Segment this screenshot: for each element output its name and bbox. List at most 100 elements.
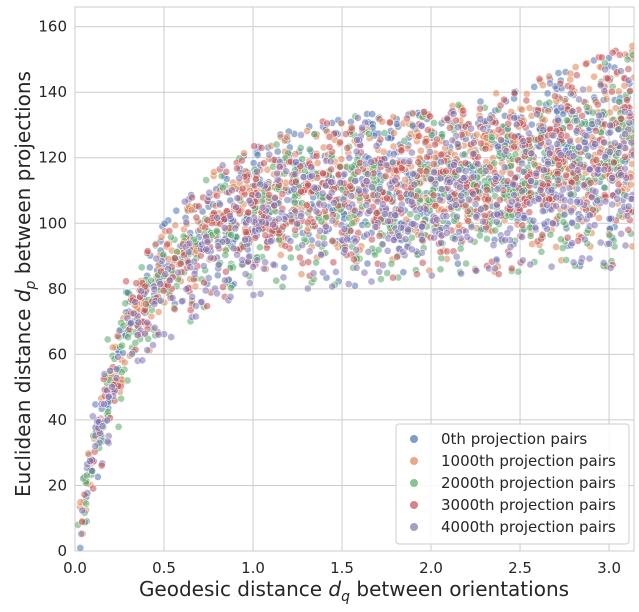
- data-point: [485, 114, 494, 123]
- data-point: [584, 151, 593, 160]
- legend-marker: [410, 501, 418, 509]
- data-point: [444, 193, 453, 201]
- data-point: [364, 129, 373, 138]
- data-point: [121, 299, 130, 308]
- data-point: [150, 285, 159, 294]
- data-point: [572, 71, 581, 80]
- data-point: [500, 95, 508, 104]
- data-point: [491, 264, 499, 273]
- data-point: [430, 233, 438, 242]
- data-point: [462, 259, 470, 268]
- data-point: [595, 111, 603, 120]
- data-point: [507, 197, 516, 206]
- data-point: [473, 160, 482, 168]
- data-point: [251, 174, 260, 183]
- data-point: [586, 178, 595, 187]
- data-point: [182, 285, 191, 294]
- data-point: [166, 276, 174, 285]
- data-point: [188, 193, 196, 202]
- data-point: [228, 186, 236, 195]
- data-point: [340, 170, 349, 179]
- data-point: [579, 181, 588, 190]
- data-point: [594, 100, 602, 109]
- x-tick-labels: 0.0 0.5 1.0 1.5 2.0 2.5 3.0: [63, 559, 621, 577]
- data-point: [544, 107, 553, 115]
- legend-box: [395, 423, 630, 545]
- data-point: [629, 51, 634, 59]
- data-point: [251, 233, 260, 242]
- data-point: [518, 256, 527, 265]
- y-tick-labels: 0 20 40 60 80 100 120 140 160: [38, 18, 67, 560]
- data-point: [108, 343, 117, 352]
- data-point: [327, 188, 336, 197]
- data-point: [436, 238, 445, 247]
- data-point: [433, 215, 441, 224]
- data-point: [351, 177, 359, 185]
- data-point: [156, 296, 165, 305]
- data-point: [165, 227, 174, 235]
- data-point: [128, 349, 136, 358]
- data-point: [552, 201, 560, 210]
- data-point: [502, 146, 511, 155]
- data-point: [455, 227, 464, 236]
- data-point: [401, 175, 409, 184]
- data-point: [347, 123, 356, 132]
- data-point: [479, 217, 487, 226]
- data-point: [626, 180, 634, 189]
- data-point: [442, 139, 450, 147]
- data-point: [476, 115, 485, 123]
- data-point: [332, 267, 340, 276]
- data-point: [573, 166, 582, 175]
- data-point: [327, 165, 336, 174]
- data-point: [214, 260, 223, 269]
- data-point: [402, 114, 411, 123]
- data-point: [320, 239, 329, 248]
- data-point: [410, 180, 419, 189]
- data-point: [581, 144, 590, 153]
- data-point: [150, 300, 159, 308]
- data-point: [596, 81, 605, 90]
- data-point: [566, 123, 574, 131]
- data-point: [579, 85, 587, 94]
- y-tick-label: 120: [38, 149, 67, 167]
- data-point: [312, 152, 321, 160]
- data-point: [585, 211, 594, 220]
- data-point: [329, 258, 338, 267]
- data-point: [514, 210, 522, 219]
- data-point: [254, 191, 262, 200]
- data-point: [436, 265, 445, 274]
- data-point: [89, 484, 98, 493]
- data-point: [205, 188, 214, 197]
- data-point: [557, 151, 565, 159]
- data-point: [304, 258, 313, 266]
- data-point: [431, 201, 440, 210]
- data-point: [141, 300, 150, 308]
- data-point: [601, 152, 609, 161]
- data-point: [220, 276, 229, 285]
- data-point: [600, 138, 609, 147]
- data-point: [457, 269, 465, 278]
- data-point: [399, 247, 407, 256]
- data-point: [174, 268, 182, 277]
- x-tick-label: 0.0: [63, 559, 87, 577]
- data-point: [265, 150, 274, 159]
- data-point: [157, 233, 166, 241]
- data-point: [201, 286, 210, 295]
- data-point: [571, 63, 580, 71]
- data-point: [389, 149, 398, 158]
- data-point: [134, 318, 143, 327]
- data-point: [408, 169, 417, 178]
- data-point: [275, 162, 284, 171]
- data-point: [367, 235, 376, 244]
- data-point: [489, 241, 498, 250]
- data-point: [404, 225, 412, 234]
- data-point: [546, 230, 555, 239]
- x-tick-label: 2.0: [419, 559, 443, 577]
- data-point: [350, 255, 358, 264]
- data-point: [279, 273, 288, 282]
- data-point: [554, 69, 563, 77]
- data-point: [454, 123, 463, 132]
- data-point: [154, 307, 163, 316]
- data-point: [190, 269, 199, 278]
- data-point: [582, 132, 591, 140]
